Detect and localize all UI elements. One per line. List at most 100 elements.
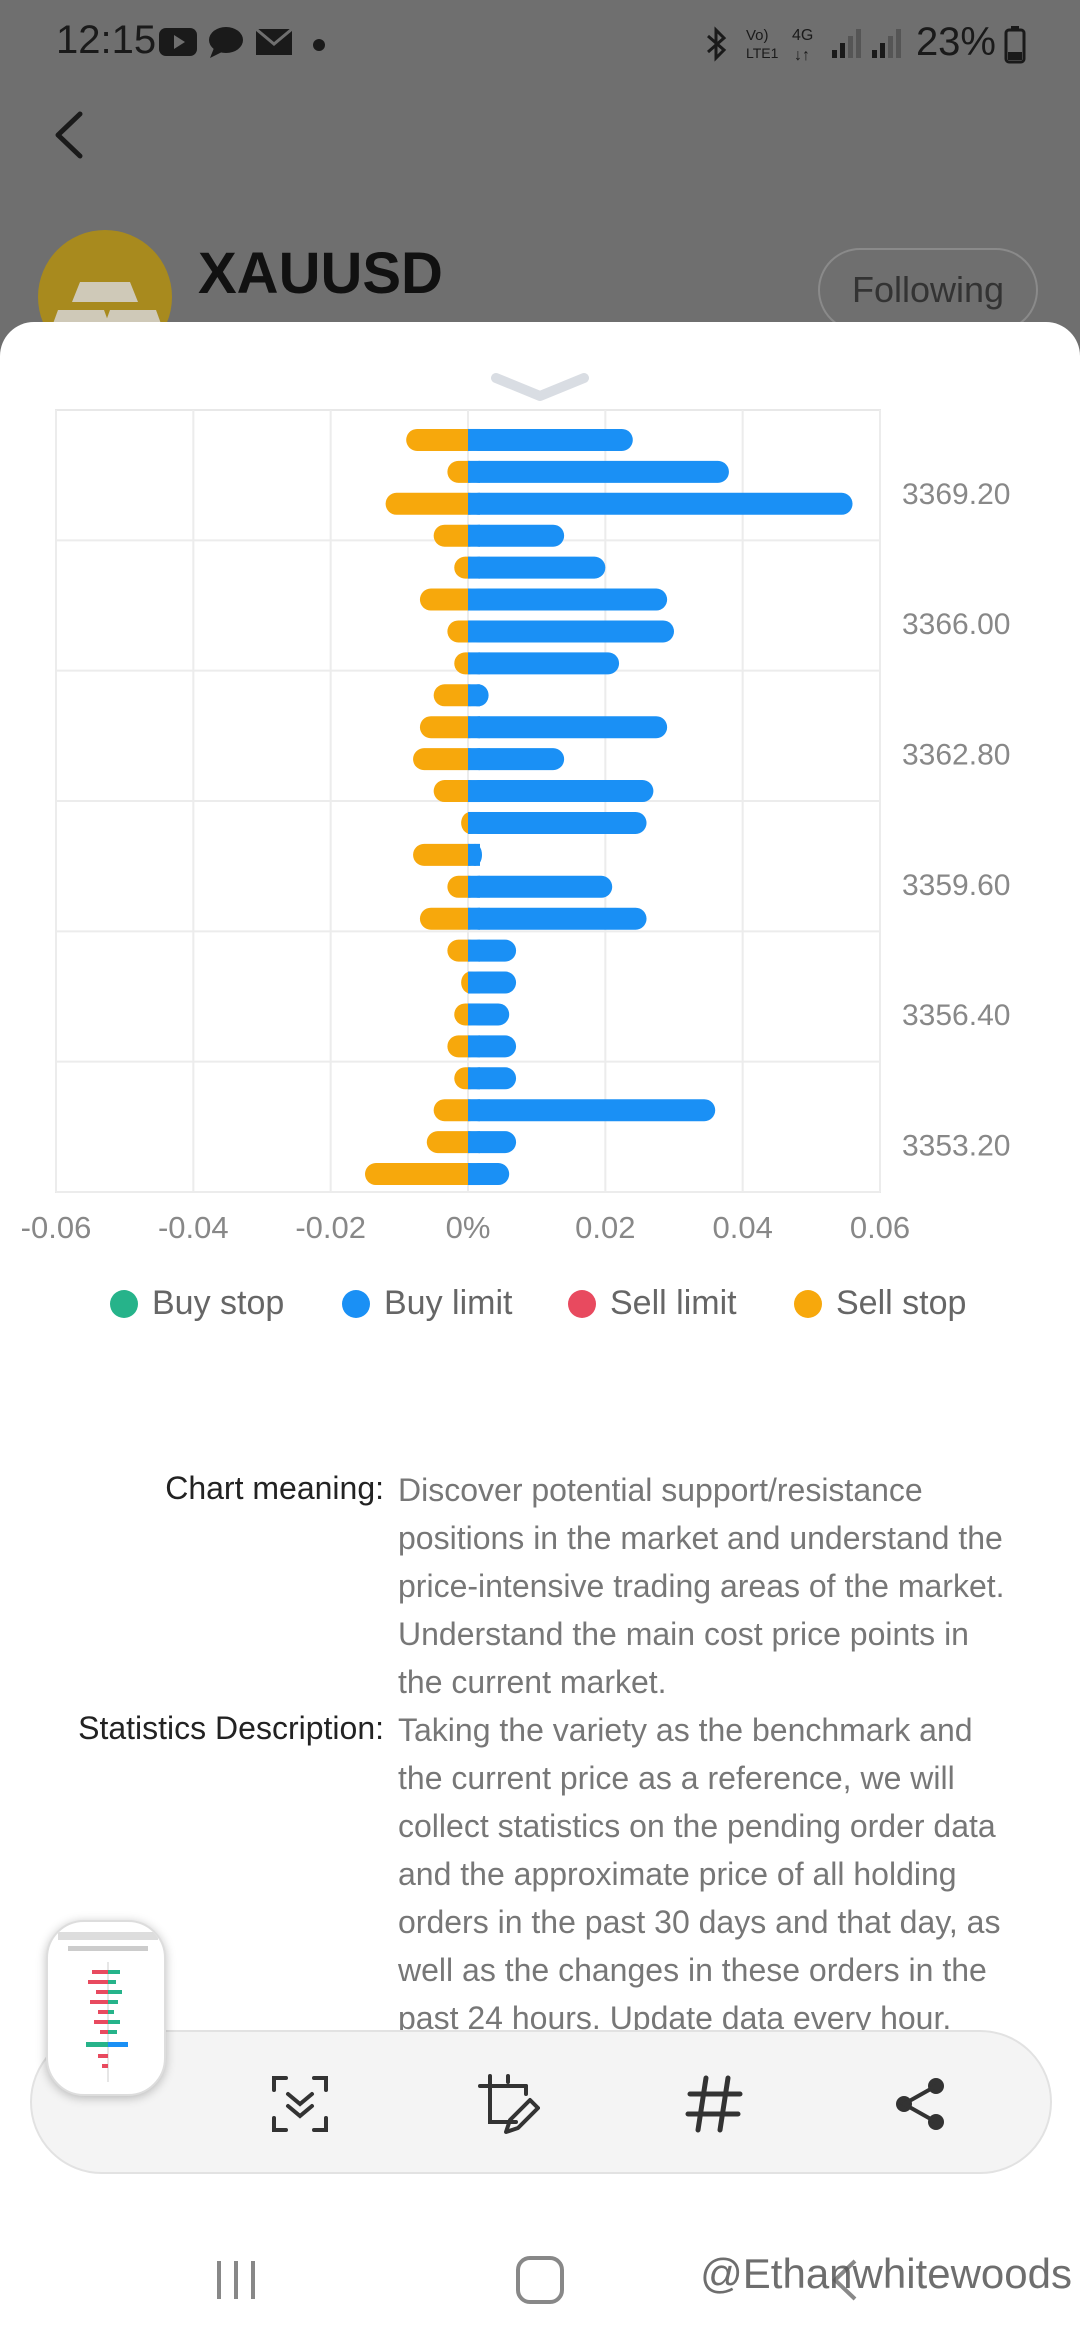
x-tick-label: 0.04	[712, 1210, 772, 1245]
bluetooth-icon	[707, 26, 727, 62]
buy-limit-bar-base	[468, 971, 480, 994]
chart-meaning-label: Chart meaning:	[165, 1470, 384, 1506]
back-nav-button[interactable]	[806, 2240, 886, 2320]
buy-limit-bar	[468, 1035, 517, 1058]
legend-item-sell-limit[interactable]: Sell limit	[568, 1284, 737, 1323]
sell-stop-bar	[413, 748, 480, 771]
home-icon	[516, 2256, 564, 2304]
x-tick-label: 0.06	[850, 1210, 910, 1245]
x-tick-label: -0.04	[158, 1210, 229, 1245]
buy-limit-bar-base	[468, 652, 480, 675]
buy-limit-bar-base	[468, 556, 480, 579]
buy-limit-bar-base	[468, 1099, 480, 1122]
following-button[interactable]: Following	[818, 248, 1038, 332]
legend-item-sell-stop[interactable]: Sell stop	[794, 1284, 966, 1323]
buy-limit-bar	[468, 1131, 517, 1154]
legend-item-buy-limit[interactable]: Buy limit	[342, 1284, 512, 1323]
x-tick-label: 0%	[446, 1210, 491, 1245]
legend-item-buy-stop[interactable]: Buy stop	[110, 1284, 284, 1323]
buy-limit-bar	[468, 939, 517, 962]
buy-limit-bar-base	[468, 780, 480, 803]
x-tick-label: -0.02	[295, 1210, 366, 1245]
buy-limit-bar-base	[468, 1035, 480, 1058]
buy-limit-bar	[468, 524, 565, 547]
watermark: @Ethanwhitewoods	[700, 2250, 1072, 2297]
sell-stop-bar	[365, 1163, 480, 1186]
buy-limit-bar-base	[468, 684, 480, 707]
scroll-capture-icon	[272, 2076, 328, 2132]
buy-limit-bar-base	[468, 428, 480, 451]
screenshot-thumbnail[interactable]	[46, 1920, 166, 2096]
buy-limit-bar-base	[468, 843, 480, 866]
screenshot-toolbar	[30, 2030, 1052, 2174]
y-tick-label: 3359.60	[902, 869, 1010, 902]
order-distribution-chart: -0.06 -0.04 -0.02 0% 0.02 0.04 0.06 3369.20 3366…	[21, 409, 1010, 1245]
crop-edit-icon	[478, 2074, 540, 2134]
collapse-chevron-icon[interactable]	[490, 366, 590, 406]
sell-stop-bar	[413, 843, 480, 866]
statistics-text: Taking the variety as the benchmark and …	[398, 1712, 1001, 2036]
buy-limit-bar	[468, 620, 674, 643]
buy-limit-bar	[468, 460, 729, 483]
y-tick-label: 3369.20	[902, 478, 1010, 511]
chart-legend: Buy stop Buy limit Sell limit Sell stop	[0, 1284, 1080, 1344]
buy-limit-bar-base	[468, 588, 480, 611]
x-tick-label: -0.06	[21, 1210, 92, 1245]
buy-limit-bar	[468, 748, 565, 771]
buy-limit-bar-base	[468, 716, 480, 739]
scroll-capture-button[interactable]	[258, 2062, 342, 2146]
x-tick-label: 0.02	[575, 1210, 635, 1245]
battery-icon	[1004, 26, 1026, 64]
legend-label: Sell limit	[610, 1284, 737, 1322]
signal-2-icon	[872, 29, 901, 58]
y-tick-label: 3366.00	[902, 608, 1010, 641]
chart-meaning-text: Discover potential support/resistance po…	[398, 1472, 1005, 1700]
back-arrow-icon[interactable]	[36, 100, 106, 170]
status-time: 12:15	[56, 18, 157, 62]
recent-apps-icon	[217, 2261, 255, 2299]
buy-limit-bar	[468, 716, 668, 739]
buy-limit-bar-base	[468, 811, 480, 834]
recent-apps-button[interactable]	[196, 2240, 276, 2320]
buy-limit-bar-base	[468, 1067, 480, 1090]
buy-limit-bar	[468, 492, 853, 515]
buy-limit-bar	[468, 811, 647, 834]
y-tick-label: 3356.40	[902, 999, 1010, 1032]
svg-text:4G: 4G	[792, 27, 813, 44]
notification-dot-icon	[313, 39, 325, 51]
svg-text:↓↑: ↓↑	[794, 47, 810, 64]
signal-icon	[832, 29, 861, 58]
svg-text:Vo): Vo)	[746, 27, 769, 44]
youtube-icon	[159, 28, 197, 56]
tag-button[interactable]	[672, 2062, 756, 2146]
back-nav-icon	[832, 2259, 857, 2301]
buy-limit-bar	[468, 1067, 517, 1090]
buy-limit-bar	[468, 971, 517, 994]
mail-icon	[255, 27, 293, 55]
home-button[interactable]	[500, 2240, 580, 2320]
legend-dot	[110, 1289, 138, 1318]
buy-limit-bar	[468, 907, 647, 930]
legend-dot	[794, 1289, 822, 1318]
sell-stop-bar	[385, 492, 480, 515]
y-tick-label: 3362.80	[902, 738, 1010, 771]
buy-limit-bar	[468, 875, 613, 898]
svg-text:LTE1: LTE1	[746, 45, 779, 61]
share-button[interactable]	[878, 2062, 962, 2146]
chat-icon	[209, 27, 243, 58]
sell-stop-bar	[419, 716, 480, 739]
buy-limit-bar	[468, 652, 620, 675]
buy-limit-bar	[468, 556, 606, 579]
buy-limit-bar-base	[468, 620, 480, 643]
sell-stop-bar	[426, 1131, 480, 1154]
buy-limit-bar	[468, 1099, 716, 1122]
sell-stop-bar	[419, 907, 480, 930]
tag-icon	[685, 2075, 743, 2133]
legend-dot	[568, 1289, 596, 1318]
buy-limit-bar-base	[468, 875, 480, 898]
buy-limit-bar-base	[468, 1131, 480, 1154]
buy-limit-bar-base	[468, 748, 480, 771]
buy-limit-bar-base	[468, 524, 480, 547]
crop-edit-button[interactable]	[466, 2062, 550, 2146]
legend-label: Sell stop	[836, 1284, 967, 1322]
